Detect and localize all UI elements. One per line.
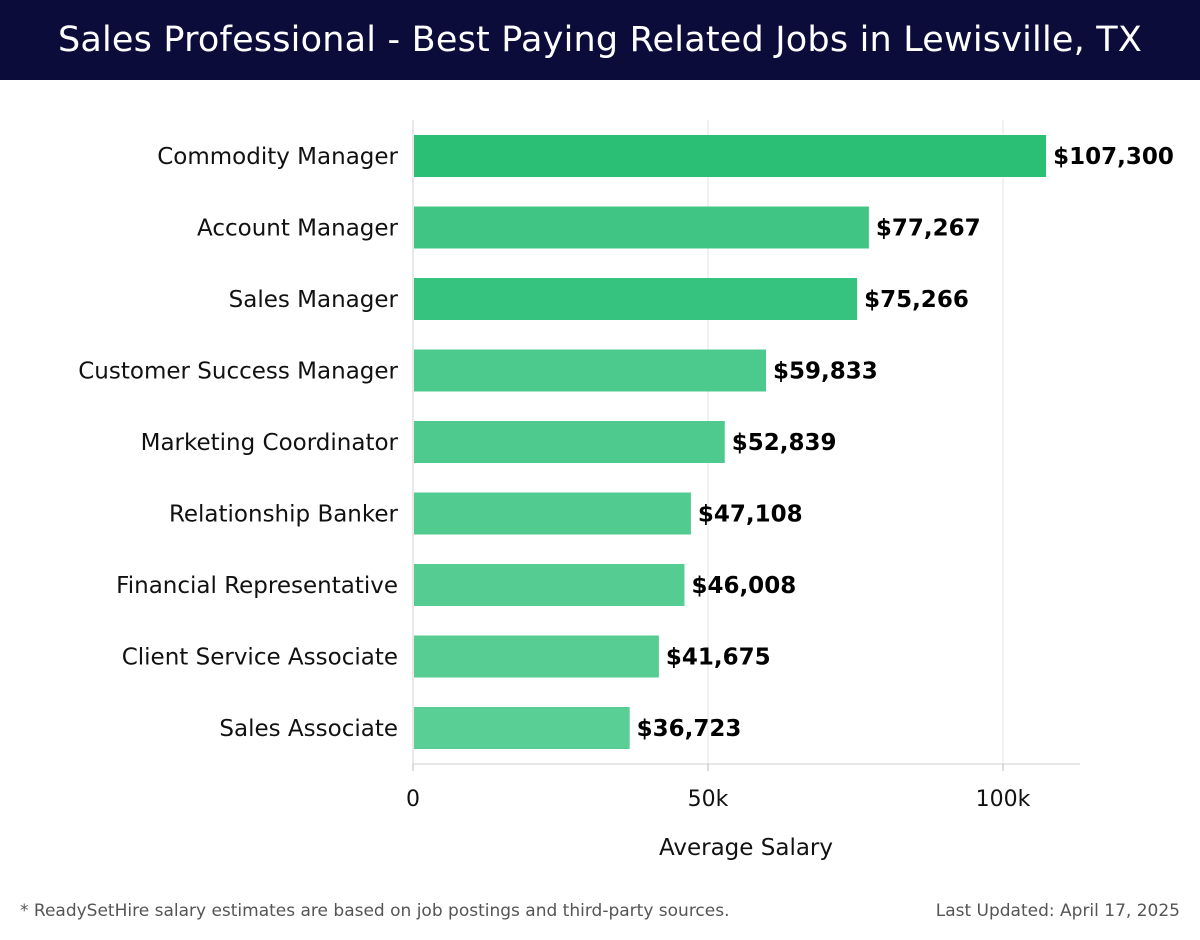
category-label: Financial Representative [116,573,398,599]
bar-5 [414,421,725,463]
value-label: $47,108 [698,502,803,528]
category-label: Sales Manager [229,287,399,313]
value-label: $107,300 [1053,144,1174,170]
salary-bar-chart: Commodity Manager $107,300 Account Manager… [78,120,1174,861]
category-label: Account Manager [197,216,399,242]
bar-6 [414,492,691,535]
bar-2 [414,206,869,249]
x-tick-label: 50k [688,787,729,812]
value-label: $77,267 [876,216,981,242]
category-label: Sales Associate [219,716,398,742]
x-tick-label: 100k [976,787,1031,812]
x-axis-title: Average Salary [659,835,833,861]
last-updated: Last Updated: April 17, 2025 [935,901,1180,921]
bar-3 [414,278,858,320]
bar-1 [414,135,1047,177]
value-label: $46,008 [691,573,796,599]
value-label: $36,723 [637,716,742,742]
category-label: Relationship Banker [169,502,399,528]
category-label: Marketing Coordinator [141,430,399,456]
category-label: Client Service Associate [122,645,398,671]
bar-4 [414,349,767,392]
category-label: Commodity Manager [157,144,398,170]
category-label: Customer Success Manager [78,359,398,385]
bar-8 [414,635,659,678]
value-label: $52,839 [732,430,837,456]
value-label: $41,675 [666,645,771,671]
value-label: $75,266 [864,287,969,313]
value-label: $59,833 [773,359,878,385]
bar-9 [414,707,630,749]
x-tick-label: 0 [406,787,420,812]
chart-header: Sales Professional - Best Paying Related… [0,0,1200,80]
source-note: * ReadySetHire salary estimates are base… [20,901,730,921]
bar-7 [414,564,685,606]
chart-title: Sales Professional - Best Paying Related… [57,20,1143,60]
